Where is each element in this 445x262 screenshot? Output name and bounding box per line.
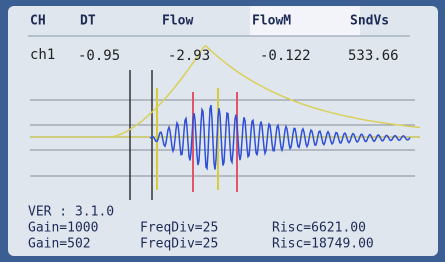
setting: Risc=18749.00	[272, 237, 374, 252]
setting: Gain=1000	[28, 221, 98, 236]
column-header: DT	[80, 14, 96, 29]
version: VER : 3.1.0	[28, 205, 114, 220]
readout-value: -0.122	[260, 48, 311, 64]
column-header: SndVs	[350, 14, 389, 29]
column-header: FlowM	[252, 14, 291, 29]
page: CH DT Flow FlowM SndVs ch1 -0.95 -2.93 -0.122 533…	[0, 0, 445, 262]
readout-value: -0.95	[78, 48, 120, 64]
setting: FreqDiv=25	[140, 237, 218, 252]
setting: FreqDiv=25	[140, 221, 218, 236]
column-header: CH	[30, 14, 46, 29]
setting: Gain=502	[28, 237, 91, 252]
device-screen: CH DT Flow FlowM SndVs ch1 -0.95 -2.93 -0.122 533…	[0, 0, 445, 262]
setting: Risc=6621.00	[272, 221, 366, 236]
readout-value: -2.93	[168, 48, 210, 64]
column-header: Flow	[162, 14, 193, 29]
channel-label: ch1	[30, 47, 55, 63]
readout-value: 533.66	[348, 48, 399, 64]
